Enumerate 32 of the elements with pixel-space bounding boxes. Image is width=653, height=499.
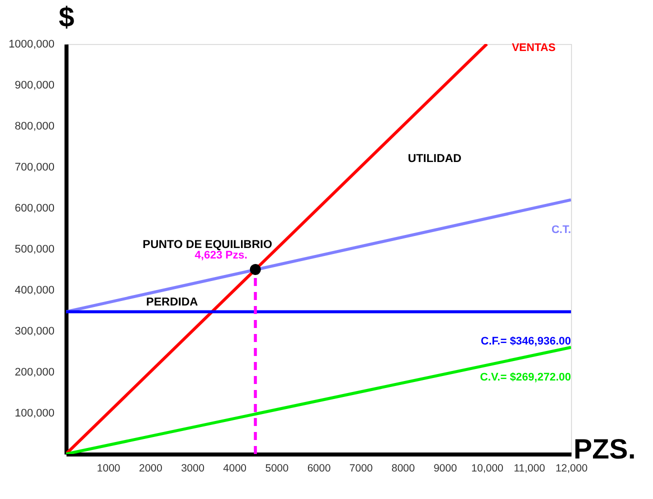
x-tick-label: 7000 xyxy=(349,462,373,474)
annotation: PUNTO DE EQUILIBRIO xyxy=(142,238,272,251)
x-tick-label: 4000 xyxy=(223,462,247,474)
x-tick-label: 2000 xyxy=(138,462,163,474)
y-tick-label: 500,000 xyxy=(14,244,54,256)
x-tick-label: 5000 xyxy=(265,462,289,474)
text: VENTAS xyxy=(512,42,556,54)
y-tick-label: 200,000 xyxy=(14,366,54,378)
x-tick-label: 3000 xyxy=(181,462,205,474)
y-tick-label: 600,000 xyxy=(14,202,54,214)
x-axis-title: PZS. xyxy=(574,434,636,464)
y-tick-label: 800,000 xyxy=(14,120,54,132)
x-tick-label: 10,000 xyxy=(471,462,504,474)
y-tick-label: 900,000 xyxy=(14,80,54,92)
x-tick-label: 8000 xyxy=(391,462,416,474)
y-tick-label: 400,000 xyxy=(14,284,54,296)
x-tick-label: 1000 xyxy=(96,462,120,474)
y-tick-label: 300,000 xyxy=(14,326,54,338)
series-label: 4,623 Pzs. xyxy=(194,250,248,262)
x-tick-label: 11,000 xyxy=(514,462,546,474)
y-tick-label: 700,000 xyxy=(14,162,54,174)
series-label: C.V.= $269,272.00 xyxy=(480,371,571,384)
x-tick-label: 9000 xyxy=(434,462,458,474)
x-tick-label: 12,000 xyxy=(555,462,588,474)
text: C.F.= $346,936.00 xyxy=(480,336,571,348)
annotation: PERDIDA xyxy=(146,296,198,308)
y-tick-label: 1000,000 xyxy=(8,38,54,50)
y-axis-title: $ xyxy=(58,2,75,32)
x-tick-label: 6000 xyxy=(307,462,331,474)
series-label: C.T. xyxy=(551,224,571,236)
annotation: UTILIDAD xyxy=(408,152,462,165)
y-tick-label: 100,000 xyxy=(14,408,54,420)
